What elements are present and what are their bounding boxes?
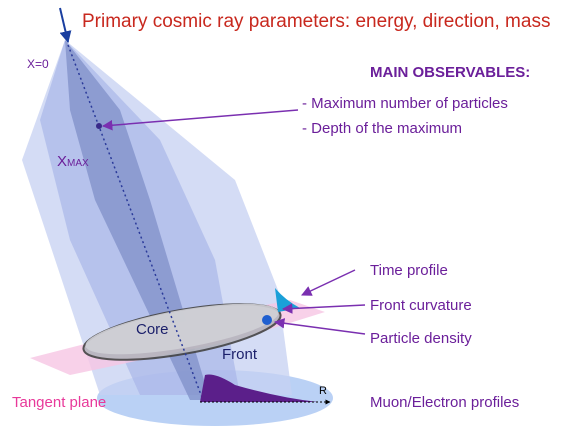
- time-arrow: [301, 269, 356, 296]
- front-curvature-label: Front curvature: [370, 297, 472, 314]
- shower-axis: [67, 44, 204, 401]
- density-arrow: [273, 318, 366, 335]
- xmax-main: X: [57, 153, 67, 170]
- time-profile-shape: [275, 288, 300, 312]
- xmax-point: [96, 123, 102, 129]
- core-label: Core: [136, 321, 169, 338]
- r-label: R: [319, 385, 327, 397]
- primary-arrow: [59, 7, 72, 44]
- observable-item: - Depth of the maximum: [302, 120, 462, 137]
- particle-density-point: [262, 315, 272, 325]
- observables-heading: MAIN OBSERVABLES:: [370, 64, 530, 81]
- observable-item: - Maximum number of particles: [302, 95, 508, 112]
- shower-core: [65, 40, 210, 400]
- profiles-label: Muon/Electron profiles: [370, 394, 519, 411]
- x0-label: X=0: [27, 57, 49, 71]
- curvature-arrow: [281, 303, 366, 314]
- observables-arrow: [101, 109, 299, 131]
- title: Primary cosmic ray parameters: energy, d…: [82, 11, 550, 32]
- particle-density-label: Particle density: [370, 330, 472, 347]
- xmax-sub: MAX: [67, 158, 89, 169]
- time-profile-label: Time profile: [370, 262, 448, 279]
- front-label: Front: [222, 346, 258, 363]
- tangent-plane-label: Tangent plane: [12, 394, 106, 411]
- lateral-profile: [200, 374, 318, 402]
- shower-front-top: [85, 303, 279, 355]
- xmax-label: XMAX: [57, 153, 89, 170]
